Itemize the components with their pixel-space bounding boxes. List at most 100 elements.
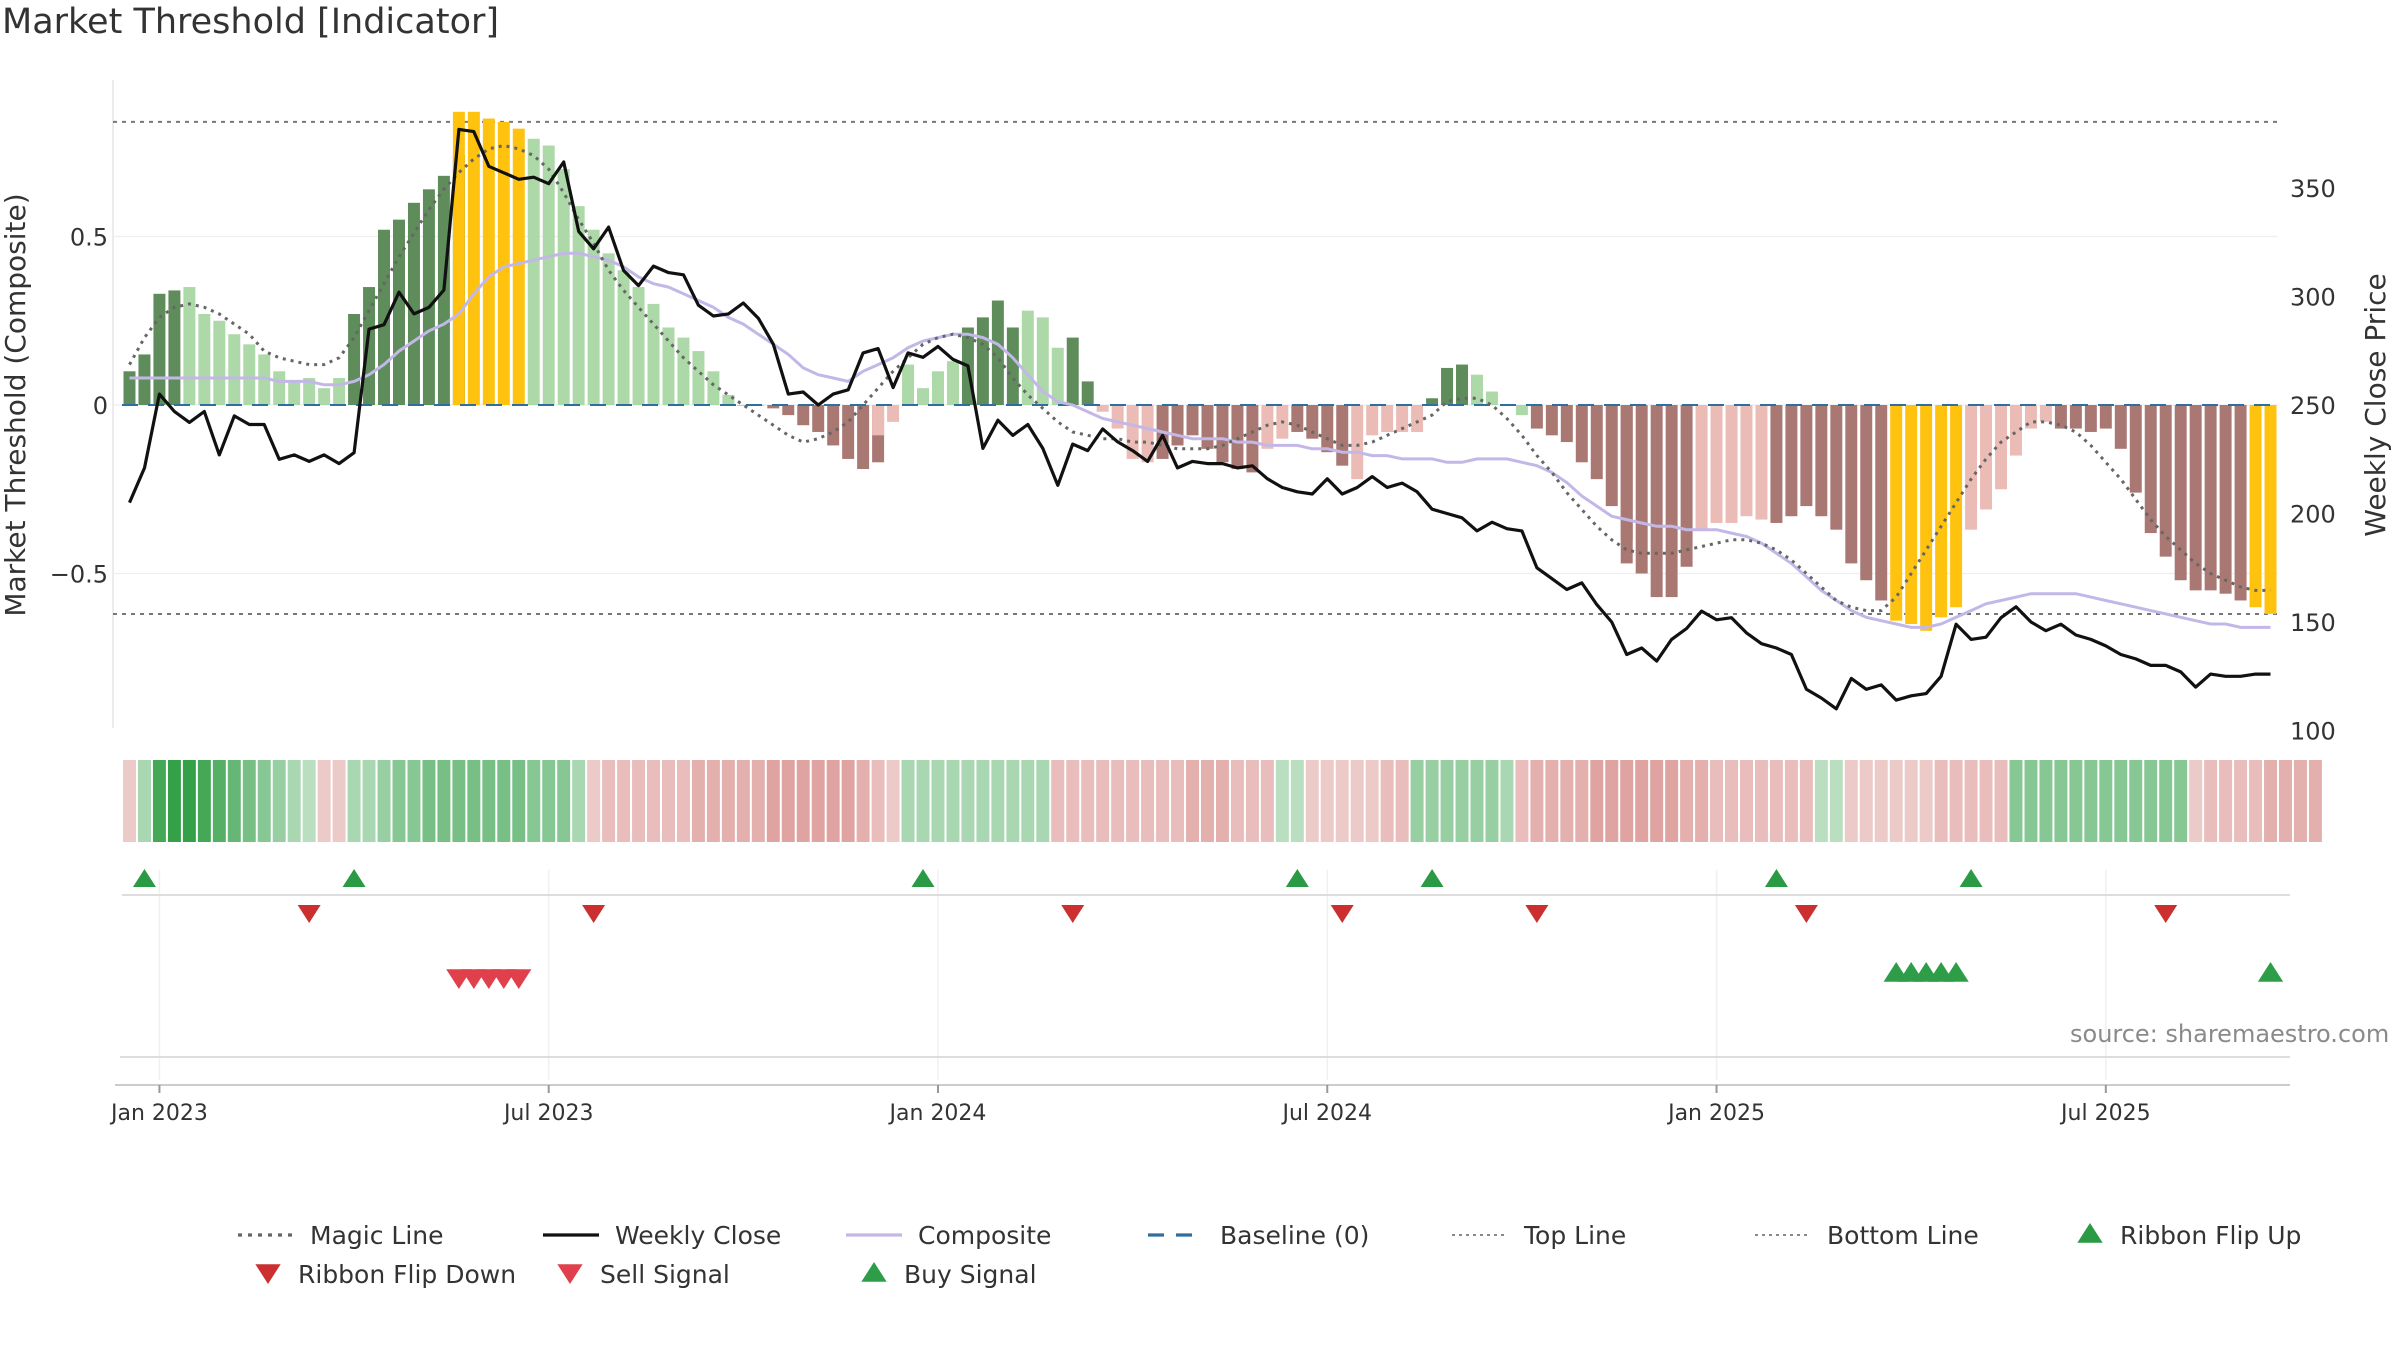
composite-bar [1081,381,1094,405]
composite-bar [797,405,810,426]
x-tick-label: Jan 2024 [888,1101,987,1126]
ribbon-cell [1605,760,1619,842]
ribbon-cell [407,760,421,842]
ribbon-cell [1410,760,1424,842]
composite-bar [2129,405,2142,493]
composite-bar [2234,405,2247,601]
composite-bar [782,405,795,416]
ribbon-cell [2293,760,2307,842]
composite-bar [527,138,540,405]
ribbon-flip-up-marker [132,869,156,887]
ribbon-cell [901,760,915,842]
composite-bar [378,229,390,405]
legend-label: Baseline (0) [1220,1221,1369,1250]
composite-bar [138,354,151,405]
composite-bar [1006,327,1019,405]
composite-bar [722,394,735,405]
ribbon-cell [662,760,675,842]
ribbon-cell [1320,760,1334,842]
composite-bar [1051,347,1064,405]
ribbon-cell [1380,760,1394,842]
ribbon-cell [856,760,870,842]
composite-bar [1635,405,1648,574]
composite-bar [333,378,346,405]
ribbon-cell [781,760,795,842]
ribbon-flip-down-marker [582,905,606,923]
legend: Magic Line Weekly Close Composite Baseline … [238,1221,2301,1289]
ribbon-cell [2204,760,2218,842]
composite-bar [273,371,286,405]
composite-bar [2039,405,2052,422]
ribbon-cell [2249,760,2263,842]
composite-bar [1950,405,1963,608]
composite-bar [1456,364,1468,405]
ribbon-cell [1006,760,1020,842]
composite-bar [1336,405,1349,466]
legend-label: Ribbon Flip Down [298,1260,516,1289]
signal-rows [120,869,2290,1080]
composite-bar [1216,405,1229,463]
composite-bar [407,202,420,405]
ribbon-cell [1395,760,1409,842]
legend-label: Ribbon Flip Up [2120,1221,2301,1250]
ribbon-cell [1215,760,1229,842]
ribbon-cell [1066,760,1080,842]
ribbon-cell [1021,760,1035,842]
legend-label: Composite [918,1221,1051,1250]
composite-bar [1291,405,1304,432]
composite-bar [572,206,585,405]
ribbon-cell [152,760,166,842]
composite-bar [932,371,944,405]
ribbon-cell [2308,760,2322,842]
composite-bar [542,145,555,405]
legend-label: Buy Signal [904,1260,1037,1289]
ribbon-cell [1201,760,1214,842]
legend-label: Top Line [1523,1221,1626,1250]
left-axis-label: Market Threshold (Composite) [0,193,32,616]
composite-bar [1605,405,1618,507]
legend-item: Composite [846,1221,1051,1250]
composite-bar [497,121,510,406]
composite-bar [393,219,405,405]
legend-marker [557,1264,583,1284]
ribbon-cell [1305,760,1319,842]
ribbon-cell [976,760,990,842]
composite-bar [2114,405,2127,449]
ribbon-cell [766,760,780,842]
ribbon-cell [751,760,765,842]
ribbon-cell [1964,760,1978,842]
composite-bar [168,290,181,405]
composite-bar [1980,405,1993,510]
composite-bar [1021,310,1034,405]
ribbon-cell [227,760,241,842]
composite-bar [1411,405,1424,432]
ribbon-cell [512,760,526,842]
composite-bar [1710,405,1723,523]
buy-signal-marker [2257,962,2284,982]
source-note: source: sharemaestro.com [2070,1020,2390,1048]
composite-bar [872,405,885,436]
composite-bar [1321,405,1334,453]
ribbon-cell [647,760,660,842]
composite-bar [946,361,959,405]
composite-bar [707,371,720,405]
composite-bar [1545,405,1558,436]
ribbon-cell [1560,760,1574,842]
composite-bar [1111,405,1124,429]
sell-signal-marker [506,969,532,989]
composite-bar [2144,405,2157,534]
composite-bar [288,381,301,405]
legend-marker [2077,1223,2103,1243]
ribbon-cell [1485,760,1499,842]
composite-bars [122,111,2278,631]
composite-bar [2099,405,2112,429]
composite-bar [617,270,630,405]
ribbon-cell [1515,760,1529,842]
composite-bar [2264,405,2277,614]
ribbon-cell [1710,760,1724,842]
ribbon-cell [736,760,750,842]
composite-bar [1261,405,1274,449]
x-tick-label: Jan 2025 [1666,1101,1765,1126]
composite-bar [662,327,675,405]
composite-bar [1875,405,1888,601]
